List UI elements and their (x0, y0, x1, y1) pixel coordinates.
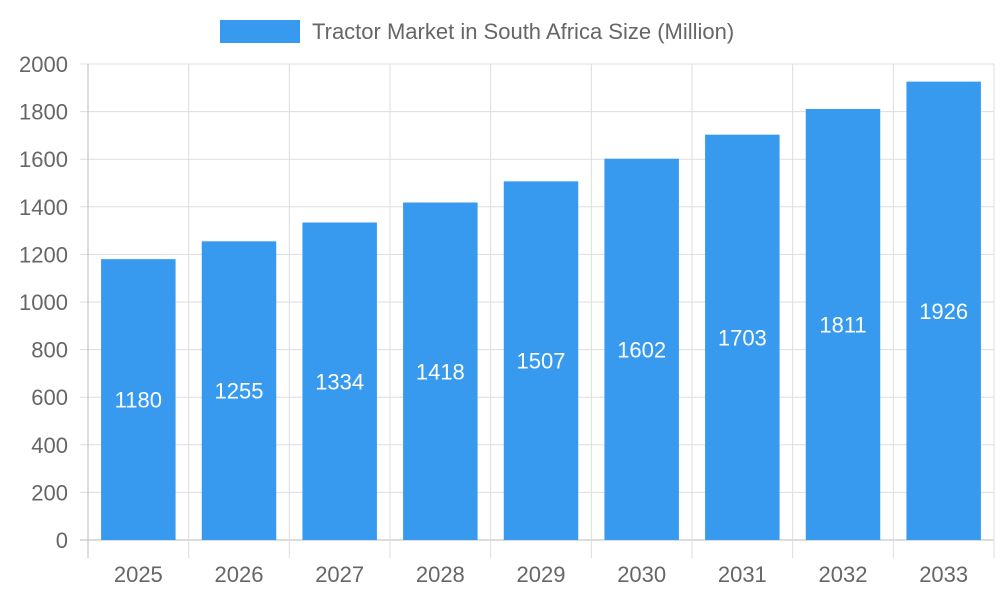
bar (101, 259, 176, 540)
y-tick-label: 200 (31, 480, 68, 505)
x-tick-label: 2033 (919, 562, 968, 587)
x-tick-label: 2032 (819, 562, 868, 587)
y-tick-label: 1800 (19, 100, 68, 125)
x-tick-label: 2027 (315, 562, 364, 587)
y-tick-label: 400 (31, 433, 68, 458)
y-tick-label: 2000 (19, 52, 68, 77)
x-tick-label: 2026 (215, 562, 264, 587)
x-tick-label: 2030 (617, 562, 666, 587)
y-tick-label: 0 (56, 528, 68, 553)
y-tick-label: 1400 (19, 195, 68, 220)
x-tick-label: 2028 (416, 562, 465, 587)
bar (805, 108, 881, 541)
bar (503, 181, 579, 541)
data-label: 1703 (718, 325, 767, 350)
y-tick-label: 800 (31, 338, 68, 363)
data-label: 1602 (617, 337, 666, 362)
y-tick-label: 1200 (19, 242, 68, 267)
bar (705, 134, 780, 540)
data-label: 1334 (315, 369, 364, 394)
bar (906, 81, 981, 540)
data-label: 1811 (819, 312, 866, 337)
bar (604, 158, 679, 540)
data-label: 1507 (517, 349, 566, 374)
legend-label: Tractor Market in South Africa Size (Mil… (312, 19, 734, 44)
data-label: 1180 (115, 388, 162, 413)
x-tick-label: 2031 (718, 562, 767, 587)
legend[interactable]: Tractor Market in South Africa Size (Mil… (220, 19, 734, 44)
bar (201, 241, 277, 540)
x-tick-label: 2029 (517, 562, 566, 587)
data-label: 1926 (919, 299, 968, 324)
legend-swatch (220, 20, 300, 43)
data-label: 1418 (416, 359, 465, 384)
data-label: 1255 (215, 379, 264, 404)
x-tick-label: 2025 (114, 562, 163, 587)
y-tick-label: 1600 (19, 147, 68, 172)
bar (403, 202, 478, 541)
y-tick-label: 600 (31, 385, 68, 410)
bar (302, 222, 377, 540)
y-tick-label: 1000 (19, 290, 68, 315)
